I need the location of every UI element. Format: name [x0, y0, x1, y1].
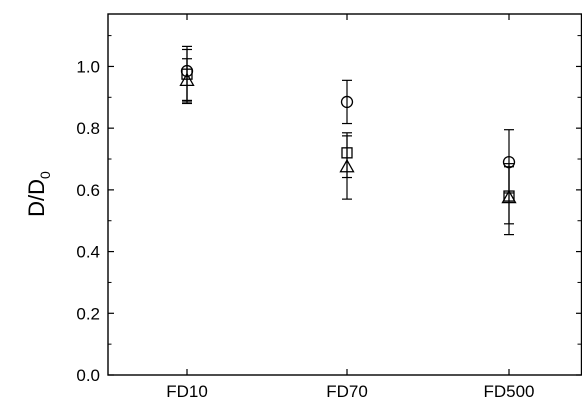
- triangle-marker: [501, 189, 517, 204]
- y-tick-label: 0.2: [76, 304, 100, 323]
- y-axis-ticks: 0.0 0.2 0.4 0.6 0.8 1.0: [76, 35, 581, 385]
- y-tick-label: 0.8: [76, 119, 100, 138]
- y-tick-label: 0.6: [76, 181, 100, 200]
- y-tick-label: 1.0: [76, 57, 100, 76]
- circle-marker: [502, 155, 516, 169]
- x-tick-label: FD70: [326, 382, 368, 401]
- data-markers: [179, 64, 517, 204]
- circle-marker: [340, 95, 354, 109]
- y-tick-label: 0.0: [76, 366, 100, 385]
- error-bars: [182, 45, 514, 236]
- y-axis-label: D/D0: [24, 171, 53, 217]
- triangle-marker: [339, 158, 355, 173]
- triangle-marker: [179, 72, 195, 86]
- square-marker: [341, 147, 353, 159]
- x-axis-ticks: FD10 FD70 FD500: [166, 14, 535, 401]
- x-tick-label: FD500: [483, 382, 534, 401]
- y-tick-label: 0.4: [76, 243, 100, 262]
- square-marker: [181, 68, 193, 80]
- x-tick-label: FD10: [166, 382, 208, 401]
